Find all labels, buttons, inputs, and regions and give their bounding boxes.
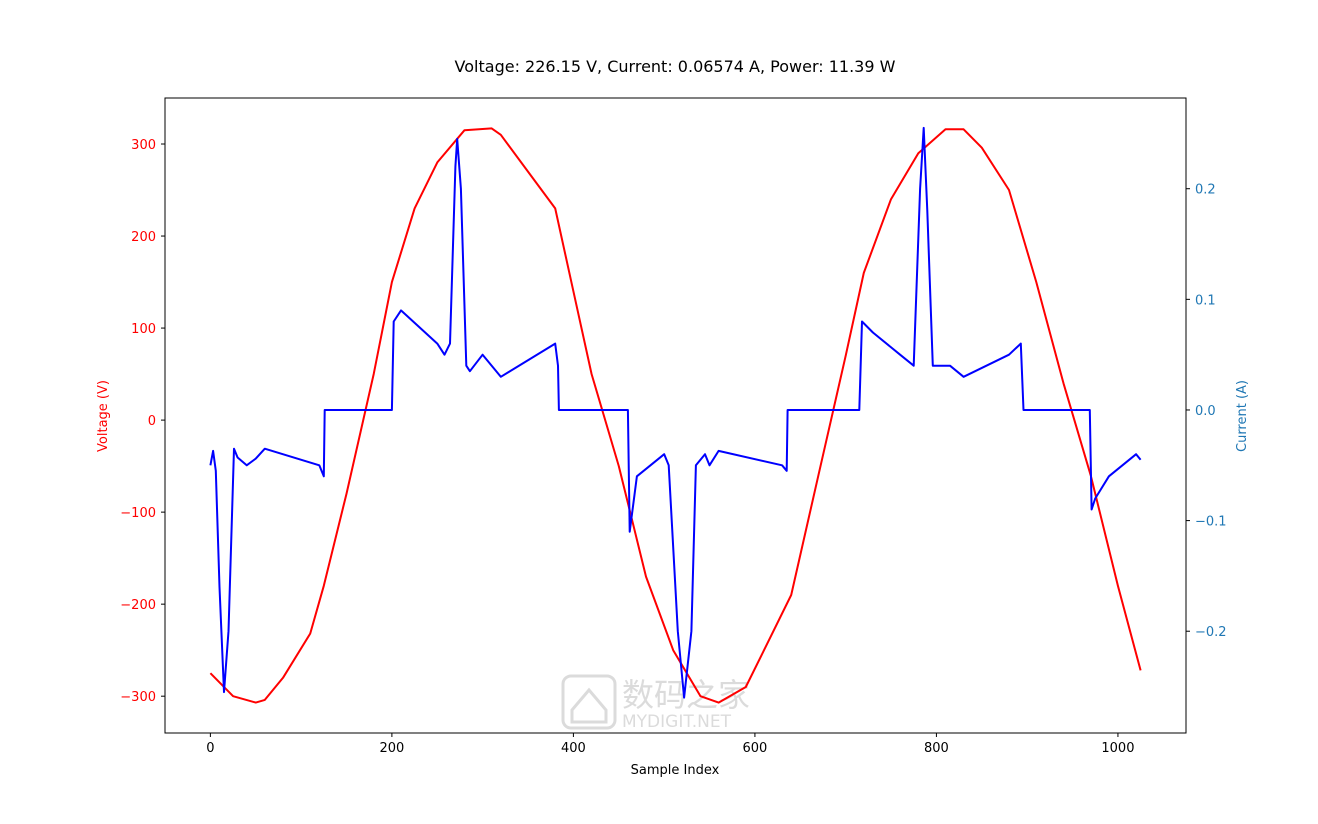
y-left-tick-label: 0	[148, 414, 156, 429]
watermark-logo: 数码之家 MYDIGIT.NET	[561, 674, 750, 732]
y-axis-left-label: Voltage (V)	[96, 380, 111, 452]
y-right-tick-label: 0.1	[1195, 293, 1216, 308]
x-tick-label: 1000	[1101, 741, 1134, 756]
voltage-series-line	[209, 127, 1142, 704]
y-left-tick-label: 100	[131, 322, 156, 337]
y-axis-current: 0.2 0.1 0.0 −0.1 −0.2	[1186, 183, 1227, 640]
y-left-tick-label: −200	[120, 598, 156, 613]
watermark-logo-icon	[561, 674, 617, 730]
y-right-tick-label: 0.2	[1195, 183, 1216, 198]
x-axis: 0 200 400 600 800 1000	[206, 733, 1134, 756]
current-series-line	[209, 126, 1142, 699]
y-left-tick-label: 200	[131, 230, 156, 245]
series-layer	[209, 126, 1142, 704]
x-axis-label: Sample Index	[631, 763, 720, 778]
y-axis-right-label: Current (A)	[1235, 380, 1250, 452]
x-tick-label: 800	[924, 741, 949, 756]
y-axis-voltage: 300 200 100 0 −100 −200 −300	[120, 138, 165, 705]
y-left-tick-label: −100	[120, 506, 156, 521]
x-tick-label: 200	[379, 741, 404, 756]
x-tick-label: 0	[206, 741, 214, 756]
y-left-tick-label: 300	[131, 138, 156, 153]
watermark-site-text: MYDIGIT.NET	[622, 712, 732, 732]
y-right-tick-label: 0.0	[1195, 404, 1216, 419]
x-tick-label: 400	[561, 741, 586, 756]
y-left-tick-label: −300	[120, 690, 156, 705]
y-right-tick-label: −0.1	[1195, 515, 1227, 530]
y-right-tick-label: −0.2	[1195, 625, 1227, 640]
plot-frame	[164, 97, 1187, 734]
x-tick-label: 600	[742, 741, 767, 756]
chart-title: Voltage: 226.15 V, Current: 0.06574 A, P…	[455, 57, 896, 76]
